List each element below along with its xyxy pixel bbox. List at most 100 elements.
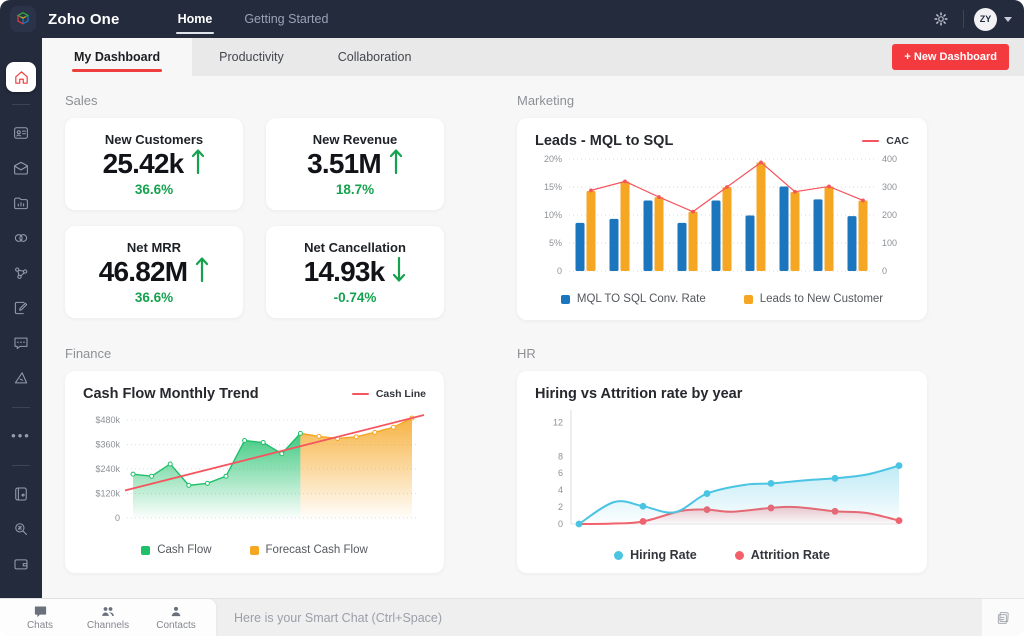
crm-card-icon bbox=[14, 126, 28, 139]
svg-text:6: 6 bbox=[558, 468, 563, 478]
kpi-label: Net Cancellation bbox=[304, 239, 406, 255]
chart-title: Leads - MQL to SQL bbox=[535, 133, 674, 149]
orange-square-swatch bbox=[249, 545, 259, 555]
kpi-label: New Customers bbox=[104, 131, 204, 147]
reports-folder-icon bbox=[14, 197, 28, 209]
chat-filled-icon bbox=[34, 606, 46, 618]
svg-text:$240k: $240k bbox=[95, 464, 120, 474]
svg-text:300: 300 bbox=[882, 182, 897, 192]
gear-icon[interactable] bbox=[929, 7, 953, 31]
section-title-marketing: Marketing bbox=[517, 93, 575, 108]
marketing-chart-card[interactable]: Leads - MQL to SQL CAC 0 0 5% 100 10% 200 15% 3… bbox=[517, 118, 927, 320]
kpi-card-net-cancellation[interactable]: Net Cancellation 14.93k -0.74% bbox=[266, 226, 444, 318]
hr-chart-card[interactable]: Hiring vs Attrition rate by year 0 2 4 6 8 12… bbox=[517, 371, 927, 573]
nav-item-getting-started[interactable]: Getting Started bbox=[244, 12, 329, 26]
dashboard-content: Sales New Customers 25.42k 36.6% New Rev… bbox=[42, 76, 1024, 598]
smart-chat-bar: Chats Channels Contacts bbox=[0, 598, 1024, 636]
kpi-value: 3.51M bbox=[307, 147, 382, 179]
legend-cash-flow: Cash Flow bbox=[141, 544, 212, 556]
home-icon bbox=[14, 70, 28, 84]
svg-text:0: 0 bbox=[882, 266, 887, 276]
svg-text:0: 0 bbox=[115, 513, 120, 523]
chat-bubble-icon bbox=[14, 337, 28, 349]
legend-hiring-rate: Hiring Rate bbox=[614, 548, 697, 562]
sidebar-item-crm[interactable] bbox=[11, 123, 31, 143]
new-dashboard-button[interactable]: + New Dashboard bbox=[892, 44, 1009, 70]
legend-forecast-cash-flow: Forecast Cash Flow bbox=[249, 544, 368, 556]
wallet-icon bbox=[14, 558, 28, 569]
sidebar-item-chat[interactable] bbox=[11, 333, 31, 353]
trend-down-icon bbox=[392, 256, 406, 288]
kpi-delta: 18.7% bbox=[335, 181, 375, 197]
contacts-tab[interactable]: Contacts bbox=[142, 599, 210, 636]
sidebar-item-notebook[interactable] bbox=[11, 484, 31, 504]
svg-text:0: 0 bbox=[557, 266, 562, 276]
search-icon bbox=[15, 522, 27, 535]
chats-tab[interactable]: Chats bbox=[6, 599, 74, 636]
kpi-card-new-customers[interactable]: New Customers 25.42k 36.6% bbox=[65, 118, 243, 210]
sidebar-item-more[interactable]: ••• bbox=[11, 426, 31, 446]
sidebar-item-mail[interactable] bbox=[11, 158, 31, 178]
avatar[interactable]: ZY bbox=[974, 7, 997, 31]
tab-collaboration[interactable]: Collaboration bbox=[337, 50, 412, 64]
trend-up-icon bbox=[191, 148, 205, 180]
brand-title: Zoho One bbox=[48, 10, 120, 28]
sidebar-divider bbox=[12, 407, 30, 408]
sidebar-item-home[interactable] bbox=[6, 62, 36, 92]
kpi-delta: -0.74% bbox=[333, 289, 377, 305]
mail-icon bbox=[14, 161, 28, 175]
trend-up-icon bbox=[389, 148, 403, 180]
svg-text:5%: 5% bbox=[549, 238, 562, 248]
sidebar-item-sign[interactable] bbox=[11, 298, 31, 318]
kpi-value: 25.42k bbox=[102, 147, 185, 179]
svg-text:4: 4 bbox=[558, 485, 563, 495]
tab-productivity[interactable]: Productivity bbox=[219, 50, 284, 64]
svg-text:0: 0 bbox=[558, 519, 563, 529]
svg-text:$120k: $120k bbox=[95, 489, 120, 499]
people-group-icon bbox=[102, 607, 114, 616]
notebook-icon bbox=[15, 486, 27, 501]
finance-chart-card[interactable]: Cash Flow Monthly Trend Cash Line 0 $120k… bbox=[65, 371, 444, 573]
sidebar-item-reports[interactable] bbox=[11, 193, 31, 213]
svg-text:12: 12 bbox=[553, 417, 563, 427]
nav-item-home[interactable]: Home bbox=[162, 0, 229, 38]
sidebar-item-design[interactable] bbox=[11, 368, 31, 388]
caret-down-icon[interactable] bbox=[1004, 16, 1012, 22]
hr-section: HR Hiring vs Attrition rate by year 0 2 4 6… bbox=[517, 346, 927, 573]
kpi-delta: 36.6% bbox=[134, 289, 174, 305]
sidebar-divider bbox=[12, 465, 30, 466]
kpi-card-net-mrr[interactable]: Net MRR 46.82M 36.6% bbox=[65, 226, 243, 318]
smart-chat-input[interactable] bbox=[216, 610, 982, 625]
zoho-cube-logo bbox=[16, 12, 30, 25]
red-line-swatch bbox=[862, 139, 880, 143]
cash-line-legend: Cash Line bbox=[351, 388, 426, 400]
topbar-divider bbox=[963, 10, 964, 28]
copy-notes-button[interactable] bbox=[982, 599, 1024, 636]
svg-text:100: 100 bbox=[882, 238, 897, 248]
tab-my-dashboard[interactable]: My Dashboard bbox=[42, 38, 193, 76]
section-title-sales: Sales bbox=[65, 93, 98, 108]
smart-chat-input-area bbox=[216, 599, 982, 636]
svg-text:200: 200 bbox=[882, 210, 897, 220]
sidebar-item-share[interactable] bbox=[11, 263, 31, 283]
chart-title: Hiring vs Attrition rate by year bbox=[535, 386, 743, 402]
marketing-chart: 0 0 5% 100 10% 200 15% 300 20% 400 bbox=[544, 154, 897, 276]
orange-square-swatch bbox=[743, 294, 753, 304]
sidebar-item-wallet[interactable] bbox=[11, 554, 31, 574]
sidebar-divider bbox=[12, 104, 30, 105]
kpi-grid: New Customers 25.42k 36.6% New Revenue 3… bbox=[65, 118, 444, 318]
red-dot-swatch bbox=[734, 550, 744, 560]
sidebar-item-links[interactable] bbox=[11, 228, 31, 248]
kpi-label: Net MRR bbox=[126, 239, 182, 255]
svg-text:8: 8 bbox=[558, 451, 563, 461]
channels-tab[interactable]: Channels bbox=[74, 599, 142, 636]
red-line-swatch bbox=[351, 392, 369, 396]
sidebar-item-search-app[interactable] bbox=[11, 519, 31, 539]
zoho-cube-logo[interactable] bbox=[10, 6, 36, 32]
blue-dot-swatch bbox=[614, 550, 624, 560]
person-icon bbox=[171, 606, 181, 617]
green-square-swatch bbox=[141, 545, 151, 555]
legend-leads-new-customer: Leads to New Customer bbox=[743, 293, 883, 305]
kpi-card-new-revenue[interactable]: New Revenue 3.51M 18.7% bbox=[266, 118, 444, 210]
